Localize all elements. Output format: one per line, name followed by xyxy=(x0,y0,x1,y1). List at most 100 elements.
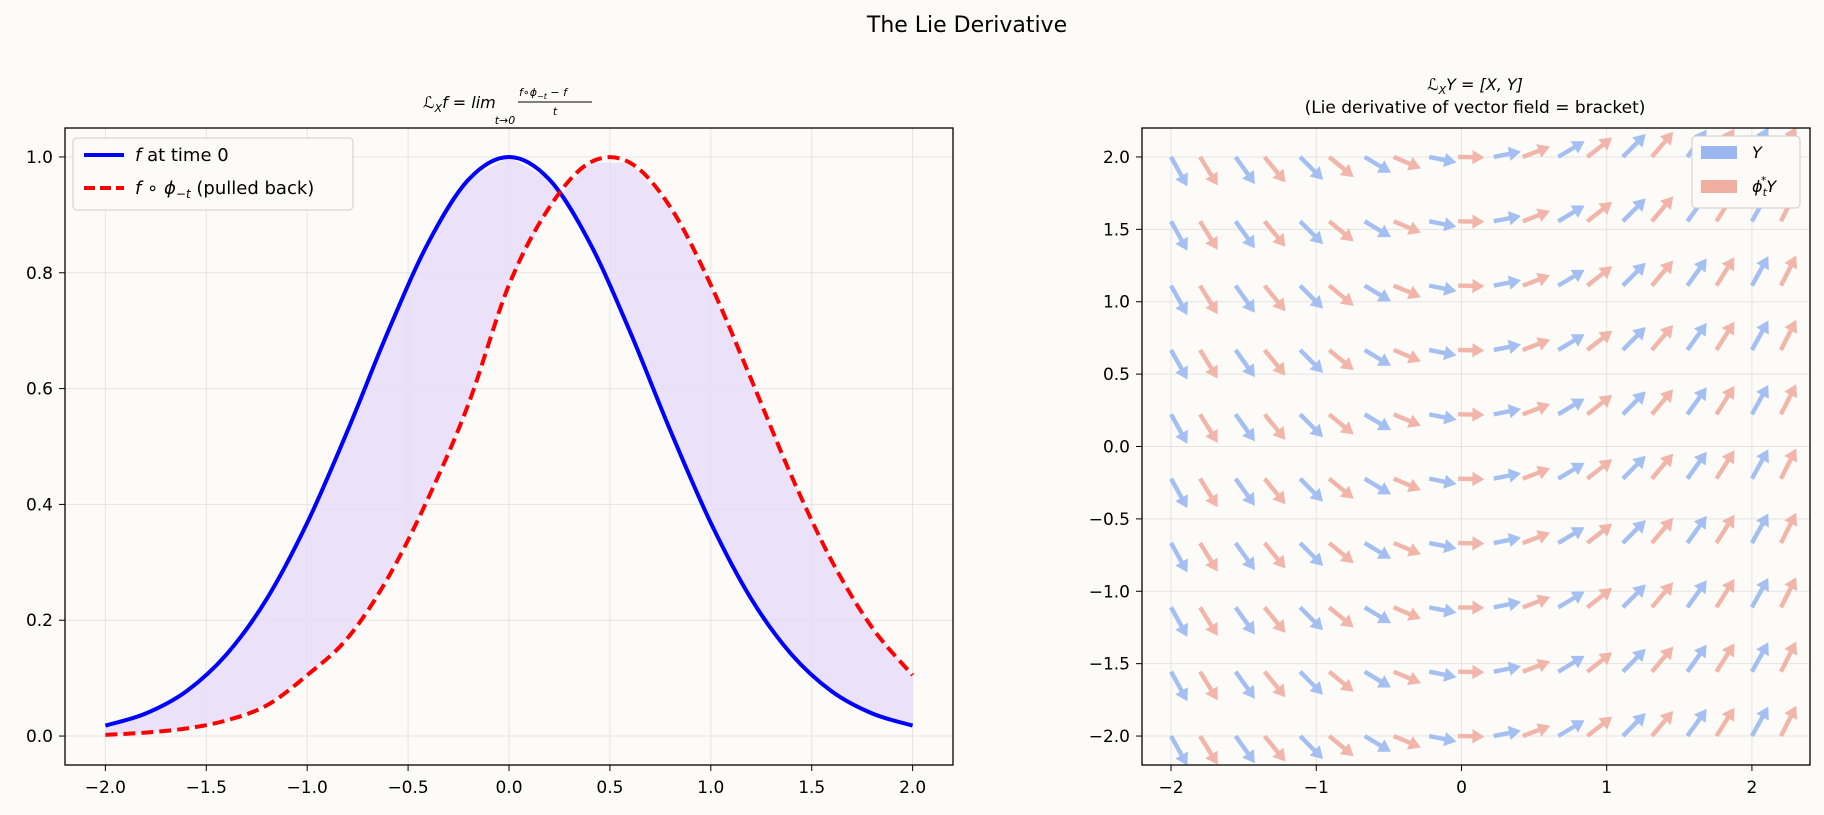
quiver-arrow-pullback-y xyxy=(1458,407,1485,422)
quiver-arrow-pullback-y xyxy=(1779,448,1798,480)
left-chart: ℒXf = lim t→0 f∘ϕ−t − f t −2.0 −1.5 −1.0 −0… xyxy=(26,86,954,798)
quiver-arrow-pullback-y xyxy=(1262,734,1286,762)
quiver-arrow-pullback-y xyxy=(1327,477,1354,499)
quiver-arrow-y xyxy=(1493,661,1521,676)
quiver-arrow-pullback-y xyxy=(1198,413,1218,443)
right-xtick-label: 2 xyxy=(1746,778,1757,798)
quiver-arrow-y xyxy=(1557,398,1585,417)
quiver-arrow-y xyxy=(1169,155,1188,187)
quiver-arrow-y xyxy=(1557,720,1585,738)
quiver-arrow-y xyxy=(1621,584,1646,609)
quiver-arrow-pullback-y xyxy=(1198,155,1218,186)
legend-label-f-math: f xyxy=(135,145,144,166)
quiver-arrow-y xyxy=(1493,404,1521,419)
right-ytick-label: 1.5 xyxy=(1103,220,1130,240)
svg-text:f∘ϕ−t − f: f∘ϕ−t − f xyxy=(519,86,569,101)
quiver-arrow-y xyxy=(1363,669,1391,688)
quiver-arrow-pullback-y xyxy=(1650,646,1674,674)
right-title-lhs: ℒ xyxy=(1427,75,1439,94)
left-xtick-label: −1.5 xyxy=(186,778,227,798)
quiver-arrow-pullback-y xyxy=(1392,669,1421,686)
quiver-arrow-y xyxy=(1493,146,1521,161)
quiver-arrow-pullback-y xyxy=(1522,723,1551,739)
legend-label-pullback-sub: t xyxy=(1763,186,1768,199)
quiver-arrow-pullback-y xyxy=(1714,386,1735,416)
quiver-arrow-y xyxy=(1298,219,1324,245)
quiver-arrow-pullback-y xyxy=(1714,257,1735,287)
quiver-arrow-y xyxy=(1298,605,1324,631)
left-title-limit-under: t→0 xyxy=(495,114,516,127)
legend-label-pulled-sub: −t xyxy=(176,187,192,201)
legend-label-pullback-math: ϕ xyxy=(1752,177,1763,196)
left-title-lhs: ℒ xyxy=(423,93,435,112)
svg-text:ϕt*Y: ϕt*Y xyxy=(1752,174,1777,199)
svg-text:ℒXf = lim: ℒXf = lim xyxy=(423,93,496,115)
quiver-arrow-y xyxy=(1363,412,1391,431)
quiver-arrow-pullback-y xyxy=(1392,605,1421,621)
quiver-arrow-pullback-y xyxy=(1458,150,1485,165)
legend-label-pullback-rest: Y xyxy=(1766,177,1777,196)
quiver-arrow-y xyxy=(1169,541,1188,573)
quiver-arrow-pullback-y xyxy=(1327,734,1354,757)
quiver-arrow-pullback-y xyxy=(1779,641,1798,673)
quiver-arrow-y xyxy=(1169,284,1188,316)
quiver-arrow-y xyxy=(1557,269,1585,288)
quiver-arrow-pullback-y xyxy=(1458,729,1485,744)
quiver-arrow-y xyxy=(1750,642,1769,673)
quiver-arrow-y xyxy=(1750,577,1769,609)
quiver-arrow-pullback-y xyxy=(1327,348,1354,371)
quiver-arrow-pullback-y xyxy=(1779,319,1798,351)
quiver-arrow-pullback-y xyxy=(1392,734,1421,750)
quiver-arrow-pullback-y xyxy=(1650,324,1674,352)
quiver-arrow-y xyxy=(1685,644,1707,673)
quiver-arrow-y xyxy=(1233,477,1255,506)
quiver-arrow-y xyxy=(1233,348,1255,378)
quiver-arrow-y xyxy=(1621,198,1646,223)
quiver-arrow-pullback-y xyxy=(1262,412,1286,440)
quiver-arrow-pullback-y xyxy=(1327,605,1354,628)
quiver-arrow-y xyxy=(1363,155,1391,173)
quiver-arrow-pullback-y xyxy=(1458,600,1485,615)
quiver-arrow-pullback-y xyxy=(1392,541,1421,557)
left-xtick-label: −0.5 xyxy=(387,778,428,798)
quiver-arrow-pullback-y xyxy=(1522,658,1551,674)
quiver-arrow-pullback-y xyxy=(1198,220,1218,250)
quiver-arrow-pullback-y xyxy=(1458,343,1485,358)
quiver-arrow-pullback-y xyxy=(1586,716,1613,738)
quiver-arrow-pullback-y xyxy=(1262,670,1286,698)
quiver-arrow-y xyxy=(1685,258,1707,287)
quiver-arrow-y xyxy=(1428,603,1457,618)
legend-label-pulled-rest: (pulled back) xyxy=(191,178,315,199)
right-ytick-label: 2.0 xyxy=(1103,148,1130,168)
right-ytick-label: −2.0 xyxy=(1089,727,1130,747)
quiver-arrow-pullback-y xyxy=(1327,541,1354,564)
quiver-arrow-pullback-y xyxy=(1714,450,1735,480)
quiver-arrow-pullback-y xyxy=(1650,710,1674,738)
quiver-arrow-pullback-y xyxy=(1198,541,1218,572)
quiver-arrow-y xyxy=(1685,580,1707,609)
right-ytick-label: 0.0 xyxy=(1103,438,1130,458)
quiver-arrow-y xyxy=(1363,605,1391,624)
quiver-arrow-y xyxy=(1169,670,1188,702)
right-ytick-label: −1.0 xyxy=(1089,582,1130,602)
quiver-arrow-y xyxy=(1621,713,1646,738)
left-chart-title: ℒXf = lim t→0 f∘ϕ−t − f t xyxy=(423,86,592,127)
quiver-arrow-pullback-y xyxy=(1650,131,1674,159)
right-xtick-label: −1 xyxy=(1304,778,1329,798)
quiver-arrow-y xyxy=(1298,541,1324,566)
quiver-arrow-y xyxy=(1493,339,1521,354)
quiver-arrow-pullback-y xyxy=(1650,517,1674,545)
quiver-arrow-y xyxy=(1233,734,1255,764)
quiver-arrow-y xyxy=(1298,670,1324,695)
quiver-arrow-pullback-y xyxy=(1586,394,1613,417)
quiver-arrow-pullback-y xyxy=(1327,155,1354,178)
quiver-arrow-pullback-y xyxy=(1522,530,1551,546)
quiver-arrow-pullback-y xyxy=(1650,260,1674,288)
svg-text:ℒXY = [X, Y]: ℒXY = [X, Y] xyxy=(1427,75,1523,97)
quiver-arrow-y xyxy=(1493,597,1521,612)
quiver-arrow-pullback-y xyxy=(1522,465,1551,481)
quiver-arrow-y xyxy=(1685,515,1707,545)
quiver-arrow-y xyxy=(1298,155,1324,180)
quiver-arrow-y xyxy=(1169,477,1188,509)
quiver-arrow-y xyxy=(1557,591,1585,610)
